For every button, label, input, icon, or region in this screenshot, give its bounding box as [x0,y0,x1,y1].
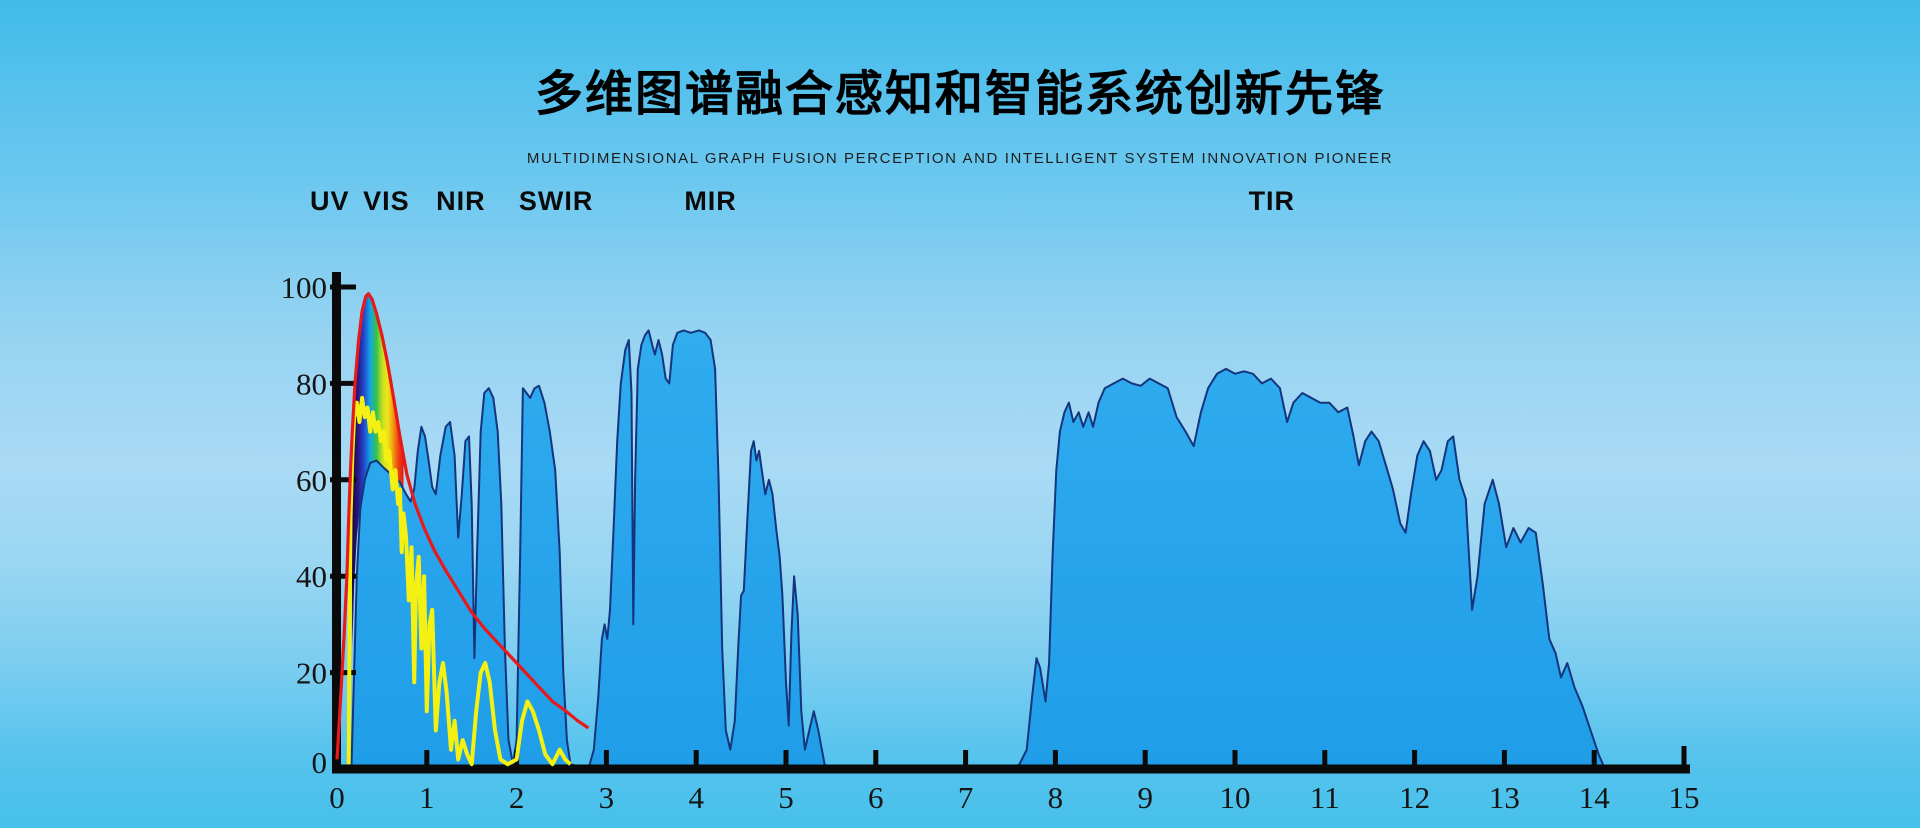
x-tick-label: 6 [868,780,884,815]
x-tick-label: 5 [778,780,794,815]
x-tick-label: 2 [509,780,525,815]
x-tick-label: 14 [1579,780,1611,815]
page-subtitle: MULTIDIMENSIONAL GRAPH FUSION PERCEPTION… [526,150,1394,167]
y-tick-label: 60 [296,463,327,498]
y-tick-label: 40 [296,559,327,594]
band-label-nir: NIR [436,186,486,216]
x-tick-label: 11 [1310,780,1340,815]
x-tick-label: 3 [599,780,615,815]
transmission-area [350,329,1606,770]
band-label-vis: VIS [363,186,410,216]
band-label-mir: MIR [684,186,737,216]
x-tick-label: 0 [329,780,345,815]
x-tick-label: 4 [688,780,704,815]
solar-envelope-curve [335,292,590,760]
x-tick-label: 15 [1669,780,1700,815]
y-tick-label: 100 [281,270,328,305]
band-label-tir: TIR [1249,186,1296,216]
ground-irradiance-curve [346,395,572,767]
y-tick-label: 20 [296,656,327,691]
band-label-swir: SWIR [519,186,594,216]
x-tick-label: 9 [1137,780,1153,815]
y-tick-label: 0 [312,745,328,780]
page-title: 多维图谱融合感知和智能系统创新先锋 [534,68,1385,121]
x-tick-label: 1 [419,780,435,815]
x-tick-label: 13 [1489,780,1520,815]
x-tick-label: 7 [958,780,974,815]
x-tick-label: 10 [1220,780,1251,815]
y-tick-label: 80 [296,366,327,401]
band-label-uv: UV [310,186,350,216]
x-tick-label: 12 [1399,780,1430,815]
x-tick-label: 8 [1048,780,1064,815]
